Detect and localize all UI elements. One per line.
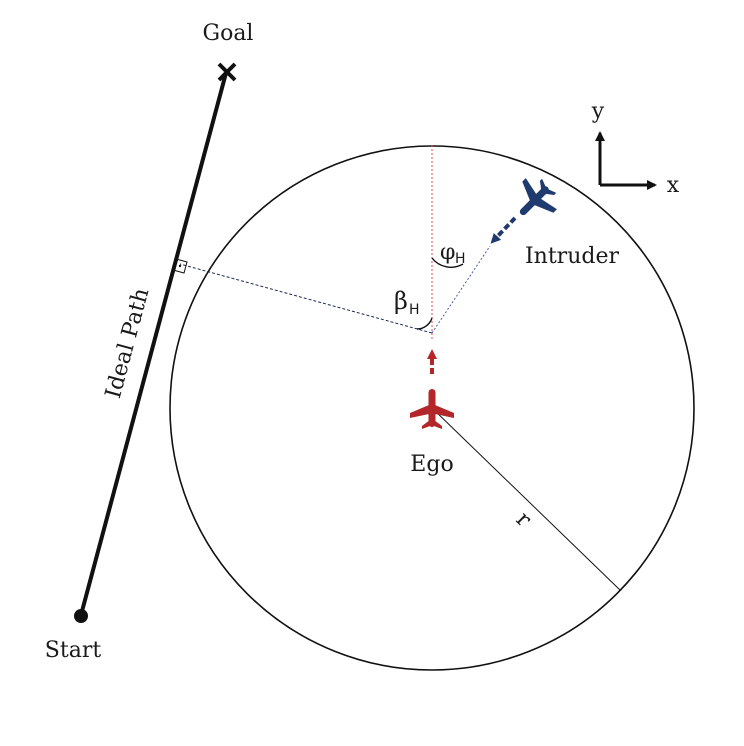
perpendicular-line <box>179 263 433 334</box>
beta-angle-arc <box>416 317 433 330</box>
goal-marker <box>217 62 237 82</box>
intruder-velocity-arrow <box>490 216 517 244</box>
ego-label: Ego <box>410 452 453 477</box>
phi-symbol: φ <box>440 240 455 265</box>
start-label: Start <box>45 638 102 663</box>
axes-indicator <box>595 131 657 190</box>
ideal-path-label: Ideal Path <box>101 286 154 402</box>
radius-line <box>431 407 621 591</box>
right-angle-marker <box>172 258 188 274</box>
phi-angle-arc <box>431 257 464 268</box>
ideal-path-line <box>79 72 228 616</box>
axis-x-label: x <box>667 173 680 198</box>
goal-label: Goal <box>203 21 254 46</box>
beta-symbol: β <box>394 287 408 315</box>
intruder-bearing-ray <box>431 245 491 334</box>
axis-y-label: y <box>591 99 605 124</box>
start-marker <box>74 609 88 623</box>
phi-subscript: H <box>455 251 466 267</box>
radius-label: r <box>511 507 536 533</box>
beta-subscript: H <box>409 302 420 318</box>
intruder-label: Intruder <box>525 244 619 269</box>
